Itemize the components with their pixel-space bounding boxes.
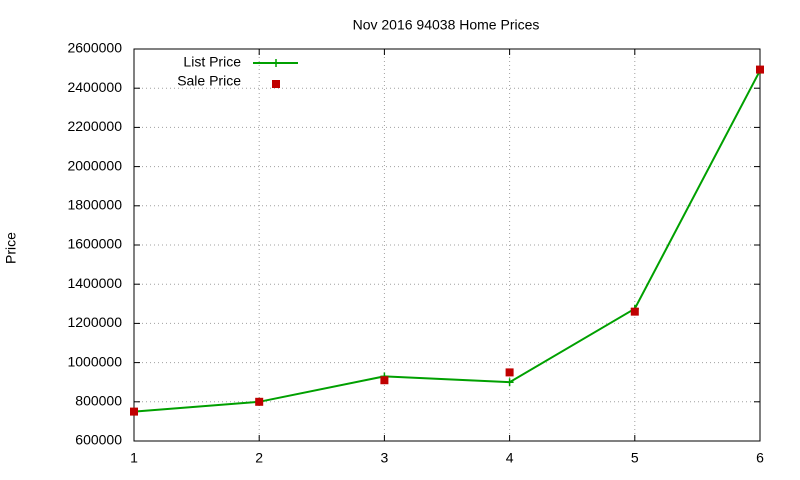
x-tick-label: 2 xyxy=(255,450,263,466)
point-marker xyxy=(380,376,389,385)
y-tick-label: 2200000 xyxy=(67,118,122,134)
x-tick-label: 3 xyxy=(381,450,389,466)
y-tick-label: 600000 xyxy=(75,432,122,448)
chart-title: Nov 2016 94038 Home Prices xyxy=(353,17,540,33)
y-tick-label: 2400000 xyxy=(67,79,122,95)
point-marker xyxy=(130,407,138,416)
y-tick-label: 1000000 xyxy=(67,353,122,369)
point-marker xyxy=(630,307,639,316)
legend-label: List Price xyxy=(183,54,241,70)
legend-swatch xyxy=(272,59,280,67)
plot-frame xyxy=(133,48,761,442)
x-tick-label: 6 xyxy=(756,450,764,466)
x-tick-label: 4 xyxy=(506,450,514,466)
y-tick-label: 1800000 xyxy=(67,197,122,213)
legend-label: Sale Price xyxy=(177,73,241,89)
point-marker xyxy=(505,378,514,387)
y-tick-label: 2000000 xyxy=(67,157,122,173)
y-tick-label: 1400000 xyxy=(67,275,122,291)
y-tick-label: 800000 xyxy=(75,393,122,409)
y-tick-label: 2600000 xyxy=(67,40,122,56)
y-axis-label: Price xyxy=(3,232,19,264)
y-tick-label: 1200000 xyxy=(67,314,122,330)
point-marker xyxy=(255,397,264,406)
series-line xyxy=(133,70,761,413)
point-marker xyxy=(756,65,764,74)
legend-swatch xyxy=(272,80,280,88)
x-tick-label: 5 xyxy=(631,450,639,466)
x-tick-label: 1 xyxy=(130,450,138,466)
point-marker xyxy=(505,368,514,377)
y-tick-label: 1600000 xyxy=(67,236,122,252)
